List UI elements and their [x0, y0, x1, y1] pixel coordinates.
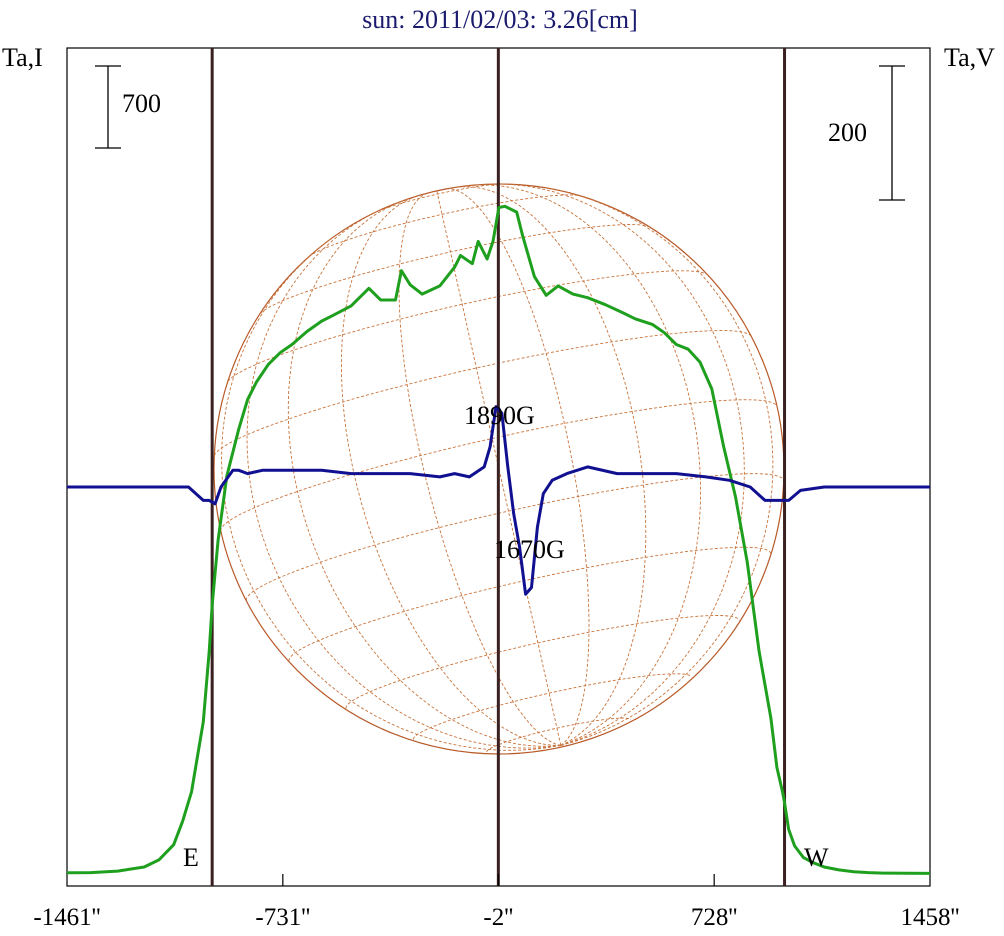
- grid-longitude-line: [500, 183, 745, 746]
- solar-disk: [213, 183, 785, 755]
- series-line-I: [66, 204, 931, 875]
- series-line-V: [67, 405, 930, 596]
- annotation-max-field: 1890G: [464, 401, 535, 430]
- heliographic-grid: [213, 183, 785, 753]
- x-tick-label: -2'': [483, 904, 513, 931]
- scale-bar-left-label: 700: [122, 89, 161, 118]
- scale-bar-left: [95, 65, 121, 149]
- grid-latitude-line: [308, 194, 581, 258]
- grid-longitude-line: [287, 199, 561, 747]
- grid-longitude-line: [448, 188, 590, 746]
- grid-longitude-line: [551, 188, 774, 746]
- y-label-left: Ta,I: [2, 43, 43, 72]
- y-label-right: Ta,V: [944, 43, 995, 72]
- grid-longitude-line: [458, 186, 647, 746]
- grid-latitude-line: [227, 270, 708, 382]
- annotation-min-field: 1670G: [494, 535, 565, 564]
- scale-bar-right-label: 200: [828, 118, 867, 147]
- grid-longitude-line: [221, 237, 561, 751]
- grid-longitude-line: [398, 193, 561, 746]
- x-tick-marks: [282, 874, 715, 886]
- scale-bar-right: [879, 65, 905, 201]
- x-tick-label: 728'': [691, 904, 738, 931]
- grid-latitude-line: [413, 673, 692, 740]
- chart-title: sun: 2011/02/03: 3.26[cm]: [362, 5, 638, 34]
- x-tick-label: -1461'': [33, 904, 100, 931]
- limb-lines: [210, 48, 787, 886]
- x-tick-label: 1458'': [900, 904, 959, 931]
- grid-longitude-line: [340, 196, 561, 746]
- x-tick-label: -731'': [255, 904, 310, 931]
- grid-latitude-line: [213, 330, 752, 457]
- limb-label-west: W: [804, 843, 829, 872]
- grid-latitude-line: [288, 546, 772, 662]
- grid-longitude-line: [246, 211, 561, 749]
- x-tick-labels: -1461'' -731'' -2'' 728'' 1458'': [33, 904, 959, 931]
- grid-latitude-line: [374, 183, 503, 214]
- limb-label-east: E: [183, 843, 199, 872]
- grid-longitude-line: [467, 184, 702, 746]
- series-lines: [66, 204, 931, 875]
- grid-latitude-line: [345, 615, 740, 709]
